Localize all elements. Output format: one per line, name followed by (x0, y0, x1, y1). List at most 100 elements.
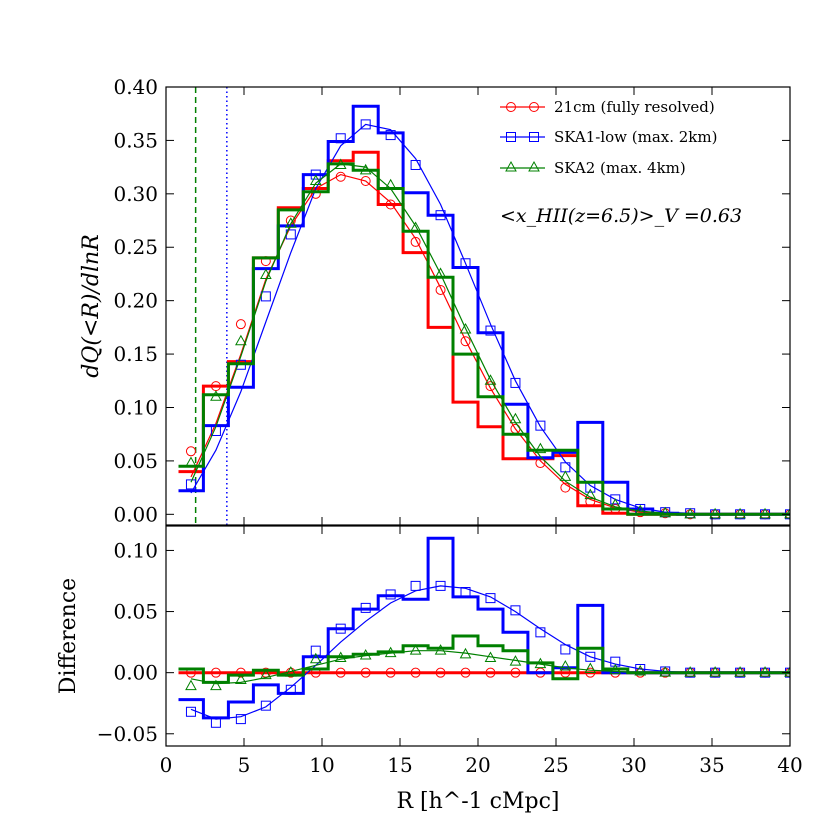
top-marker-ska2 (509, 412, 522, 424)
top-y-axis-label: dQ(<R)/dlnR (79, 234, 104, 378)
bottom-marker-ska1 (485, 593, 496, 604)
bottom-marker-ska1 (185, 706, 196, 717)
top-marker-21cm (460, 336, 471, 347)
bottom-marker-ska1 (385, 589, 396, 600)
bottom-marker-ska1 (535, 627, 546, 638)
bottom-y-tick-label: −0.05 (97, 722, 158, 746)
bottom-y-tick-label: 0.00 (113, 661, 158, 685)
bottom-marker-ska2 (634, 664, 647, 676)
top-marker-ska2 (309, 174, 322, 186)
bottom-y-tick-label: 0.05 (113, 600, 158, 624)
bottom-marker-21cm (360, 667, 371, 678)
top-marker-ska1 (510, 377, 521, 388)
top-marker-ska2 (634, 504, 647, 516)
legend-label-ska2: SKA2 (max. 4km) (554, 159, 686, 177)
top-marker-ska2 (334, 158, 347, 169)
bottom-y-tick-label: 0.10 (113, 538, 158, 562)
x-tick-label: 40 (777, 753, 802, 777)
top-marker-ska2 (584, 488, 597, 500)
top-marker-ska2 (784, 507, 790, 519)
bottom-marker-ska2 (309, 652, 322, 664)
top-marker-21cm (385, 199, 396, 210)
top-marker-ska2 (609, 498, 622, 509)
top-marker-ska1 (410, 159, 421, 170)
top-marker-ska2 (185, 456, 197, 468)
legend-label-ska1: SKA1-low (max. 2km) (554, 128, 717, 146)
bottom-marker-ska2 (359, 649, 372, 660)
bottom-marker-ska2 (684, 666, 697, 677)
top-marker-ska1 (535, 420, 546, 431)
top-marker-ska2 (284, 217, 297, 228)
top-marker-ska1 (185, 479, 196, 490)
top-y-tick-label: 0.10 (113, 395, 158, 419)
bottom-marker-ska2 (534, 657, 547, 669)
top-histogram-ska1 (178, 104, 790, 516)
bottom-marker-ska2 (235, 673, 247, 684)
bottom-marker-ska2 (784, 666, 790, 677)
bottom-marker-ska1 (460, 587, 471, 597)
top-plot-area (178, 87, 790, 525)
x-tick-label: 25 (543, 753, 568, 777)
x-tick-label: 5 (238, 753, 251, 777)
top-y-tick-label: 0.35 (113, 128, 158, 152)
top-marker-ska1 (460, 258, 471, 269)
top-marker-ska1 (485, 325, 496, 336)
bottom-marker-ska1 (285, 684, 296, 695)
top-y-tick-label: 0.25 (113, 235, 158, 259)
top-marker-ska1 (385, 130, 396, 141)
x-tick-label: 10 (309, 753, 334, 777)
bottom-marker-21cm (210, 667, 221, 678)
top-marker-ska1 (360, 119, 371, 130)
legend-entry-ska1: SKA1-low (max. 2km) (500, 128, 717, 146)
bottom-marker-ska2 (734, 666, 746, 677)
bottom-marker-ska1 (310, 645, 321, 656)
bottom-marker-ska1 (560, 644, 571, 655)
top-marker-21cm (410, 236, 421, 247)
top-marker-21cm (435, 284, 446, 295)
top-fit-line-ska1 (190, 123, 790, 515)
bottom-marker-ska2 (709, 666, 721, 677)
top-y-tick-label: 0.40 (113, 75, 158, 99)
top-marker-ska2 (210, 390, 222, 401)
top-y-tick-label: 0.15 (113, 342, 158, 366)
top-marker-ska1 (435, 210, 446, 221)
bottom-marker-ska1 (585, 651, 596, 662)
top-marker-ska2 (534, 442, 547, 454)
bottom-plot-area (178, 536, 790, 728)
top-marker-21cm (235, 319, 246, 330)
top-marker-21cm (485, 381, 496, 392)
top-marker-ska1 (260, 291, 271, 302)
top-marker-ska2 (359, 163, 372, 175)
bottom-marker-ska2 (259, 668, 272, 680)
top-marker-ska2 (659, 506, 672, 518)
bottom-marker-ska2 (409, 644, 422, 655)
bottom-marker-21cm (460, 667, 471, 678)
bottom-marker-ska1 (210, 717, 221, 728)
bottom-histogram-ska1 (178, 536, 790, 720)
top-marker-ska2 (759, 507, 771, 519)
top-marker-ska2 (559, 470, 572, 481)
bottom-marker-ska2 (509, 655, 522, 666)
top-marker-21cm (335, 171, 346, 182)
x-tick-label: 35 (699, 753, 724, 777)
bottom-marker-ska2 (484, 651, 497, 662)
bottom-marker-ska2 (210, 679, 222, 691)
bottom-marker-ska2 (334, 651, 347, 662)
top-marker-ska1 (610, 494, 621, 505)
top-marker-ska2 (259, 268, 272, 280)
top-panel: 0.00 0.05 0.10 0.15 0.20 0.25 0.30 0.35 0.40 (113, 75, 791, 526)
legend-entry-21cm: 21cm (fully resolved) (500, 98, 715, 116)
bottom-marker-21cm (485, 667, 496, 678)
x-tick-label: 15 (387, 753, 412, 777)
top-marker-ska2 (409, 221, 422, 233)
top-marker-ska2 (459, 322, 472, 334)
bottom-marker-ska1 (410, 580, 421, 591)
top-y-tick-label: 0.20 (113, 289, 158, 313)
bottom-marker-ska2 (284, 666, 297, 677)
top-fit-line-ska2 (190, 163, 790, 515)
top-marker-ska2 (384, 178, 397, 190)
top-histogram-ska2 (178, 162, 790, 516)
top-marker-21cm (360, 176, 371, 187)
x-tick-label: 20 (465, 753, 490, 777)
